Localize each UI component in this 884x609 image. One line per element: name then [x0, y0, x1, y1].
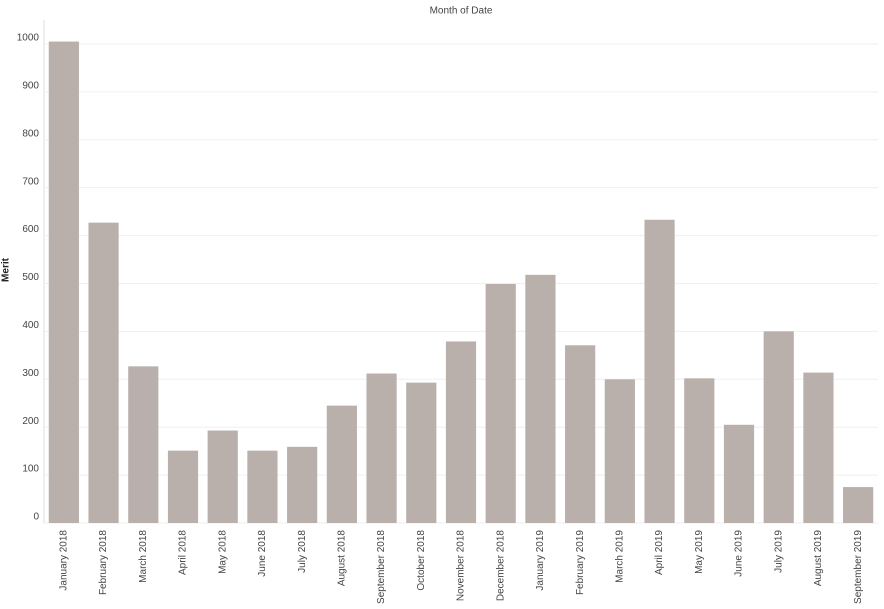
y-tick-label: 700	[22, 176, 39, 187]
bar	[843, 487, 874, 523]
bar	[723, 424, 755, 523]
x-tick-label: January 2019	[535, 530, 546, 591]
x-tick-label: April 2019	[654, 530, 665, 575]
x-tick-label: November 2018	[456, 530, 467, 602]
bar	[88, 222, 119, 523]
y-tick-label: 200	[22, 416, 39, 427]
x-tick-label: May 2018	[217, 530, 228, 574]
x-tick-label: July 2018	[297, 530, 308, 573]
x-tick-label: April 2018	[178, 530, 189, 575]
x-tick-label: February 2018	[98, 530, 109, 595]
bar	[128, 366, 159, 523]
y-tick-label: 500	[22, 272, 39, 283]
bar	[604, 379, 635, 523]
y-axis-label: Merit	[1, 257, 12, 282]
y-tick-label: 1000	[17, 33, 40, 44]
bar	[445, 341, 477, 523]
bar	[207, 430, 238, 523]
y-tick-label: 300	[22, 368, 39, 379]
y-tick-label: 0	[33, 512, 39, 523]
y-tick-label: 800	[22, 128, 39, 139]
bar	[366, 373, 397, 523]
x-tick-label: October 2018	[416, 530, 427, 591]
bar	[287, 446, 318, 523]
x-tick-label: August 2019	[813, 530, 824, 587]
y-tick-label: 600	[22, 224, 39, 235]
y-tick-label: 400	[22, 320, 39, 331]
bar	[485, 283, 516, 523]
x-tick-label: December 2018	[495, 530, 506, 602]
x-tick-label: March 2018	[138, 530, 149, 583]
bar	[167, 450, 199, 523]
bar	[803, 372, 834, 523]
x-tick-label: June 2019	[734, 530, 745, 577]
bar	[48, 41, 79, 524]
bar	[525, 274, 556, 523]
bar	[565, 345, 596, 523]
x-tick-label: September 2018	[376, 530, 387, 604]
bar	[247, 450, 278, 523]
x-tick-label: July 2019	[773, 530, 784, 573]
x-tick-label: March 2019	[614, 530, 625, 583]
x-tick-label: August 2018	[336, 530, 347, 587]
x-tick-label: February 2019	[575, 530, 586, 595]
bar	[684, 378, 715, 523]
bar	[763, 331, 794, 523]
bar	[644, 219, 675, 523]
chart-title: Month of Date	[430, 6, 493, 17]
bar	[326, 405, 357, 523]
x-tick-label: January 2018	[58, 530, 69, 591]
bar	[406, 382, 437, 523]
y-tick-label: 100	[22, 464, 39, 475]
x-tick-label: September 2019	[853, 530, 864, 604]
x-tick-label: May 2019	[694, 530, 705, 574]
x-tick-label: June 2018	[257, 530, 268, 577]
y-tick-label: 900	[22, 80, 39, 91]
